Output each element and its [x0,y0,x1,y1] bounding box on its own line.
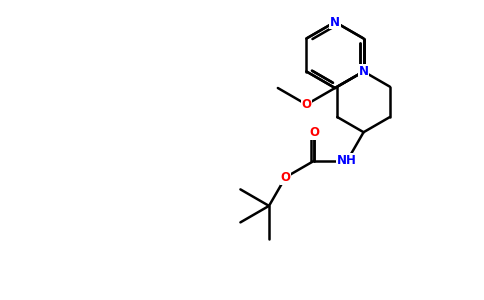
Text: NH: NH [337,154,357,167]
Text: O: O [302,98,311,111]
Text: N: N [359,65,369,78]
Text: N: N [359,65,369,78]
Text: N: N [359,65,369,78]
Text: O: O [309,126,319,139]
Text: O: O [281,171,290,184]
Text: N: N [330,16,340,28]
